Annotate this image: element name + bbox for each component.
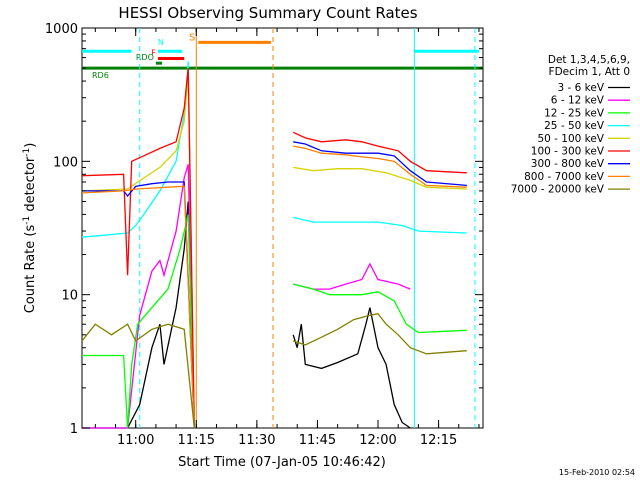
series-line-2	[82, 214, 467, 429]
legend-header-0: Det 1,3,4,5,6,9,	[548, 54, 630, 66]
flag-label-s: S	[189, 32, 195, 43]
x-axis-label: Start Time (07-Jan-05 10:46:42)	[178, 455, 386, 470]
data-series	[81, 61, 467, 429]
y-axis-label-sup2: -1	[22, 148, 32, 157]
x-tick-label-5: 12:15	[420, 433, 457, 448]
legend-label-4: 50 - 100 keV	[537, 133, 604, 145]
y-tick-label-0: 1	[70, 422, 78, 437]
legend-label-1: 6 - 12 keV	[551, 95, 605, 107]
plot-frame	[81, 27, 484, 429]
y-tick-label-1: 10	[61, 289, 78, 304]
x-tick-label-1: 11:15	[178, 433, 215, 448]
series-line-6	[82, 141, 467, 429]
series-line-1	[82, 164, 411, 429]
plot-area	[81, 27, 484, 429]
legend-label-0: 3 - 6 keV	[557, 82, 604, 94]
flag-bars: NF S RD6 RDO	[82, 32, 483, 80]
y-tick-label-3: 1000	[45, 22, 78, 37]
x-tick-label-3: 11:45	[299, 433, 336, 448]
legend-label-7: 800 - 7000 keV	[524, 171, 605, 183]
series-line-5	[81, 68, 467, 429]
series-line-7	[81, 145, 467, 429]
flag-label-rdo: RDO	[136, 53, 154, 62]
footer-timestamp: 15-Feb-2010 02:54	[559, 468, 635, 477]
y-axis-label-sup1: -1	[22, 216, 32, 225]
y-tick-label-2: 100	[53, 155, 78, 170]
y-axis-label: Count Rate (s-1 detector-1)	[22, 143, 38, 314]
vertical-markers	[139, 28, 476, 428]
x-tick-label-0: 11:00	[117, 433, 154, 448]
flag-label-n: N	[158, 38, 164, 47]
flag-label-rd6: RD6	[92, 71, 109, 80]
legend-header-1: FDecim 1, Att 0	[549, 66, 630, 78]
legend-label-2: 12 - 25 keV	[544, 107, 605, 119]
x-tick-label-4: 12:00	[359, 433, 396, 448]
legend: Det 1,3,4,5,6,9,FDecim 1, Att 0 3 - 6 keV…	[511, 54, 630, 196]
y-axis-label-end: )	[23, 143, 38, 148]
x-tick-label-2: 11:30	[238, 433, 275, 448]
series-line-8	[81, 312, 467, 429]
chart-title: HESSI Observing Summary Count Rates	[118, 4, 417, 22]
y-axis-label-mid: detector	[23, 156, 38, 216]
axis-ticks: 1 10 100 1000 11:00 11:15 11:30 11:45 12:00 12:15	[45, 22, 483, 448]
legend-label-6: 300 - 800 keV	[531, 158, 605, 170]
legend-label-8: 7000 - 20000 keV	[511, 184, 605, 196]
legend-label-5: 100 - 300 keV	[531, 146, 605, 158]
legend-label-3: 25 - 50 keV	[544, 120, 605, 132]
y-axis-label-main: Count Rate (s	[23, 225, 38, 314]
flag-label-f: F	[151, 49, 156, 58]
